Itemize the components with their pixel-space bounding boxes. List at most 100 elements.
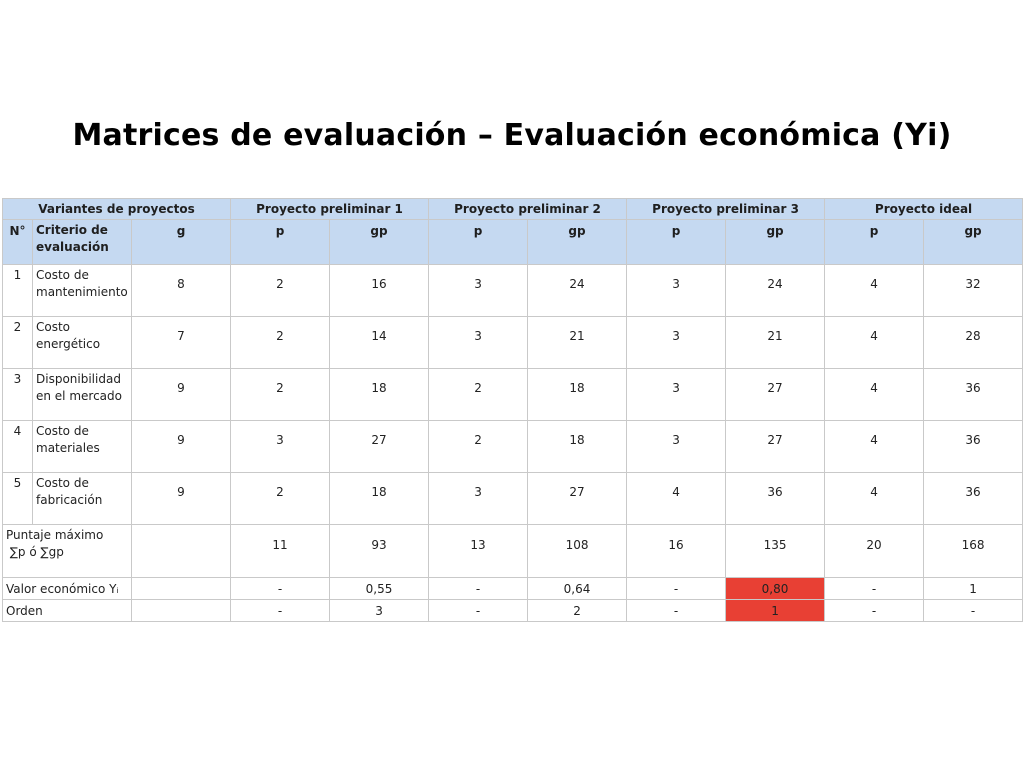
col-header-criterio: Criterio de evaluación	[32, 219, 132, 265]
value-cell: 3	[428, 472, 529, 525]
puntaje-cell: 13	[428, 524, 529, 578]
value-cell: 3	[626, 264, 727, 317]
col-header-gp: gp	[923, 219, 1024, 265]
value-cell: 18	[328, 472, 430, 525]
table-row: 1 Costo de mantenimiento 8 2 16 3 24 3 2…	[2, 264, 1024, 317]
value-cell: 36	[725, 472, 826, 525]
col-header-p: p	[428, 219, 529, 265]
value-cell: 27	[328, 420, 430, 473]
group-header-row: Variantes de proyectos Proyecto prelimin…	[2, 198, 1024, 220]
row-number: 4	[2, 420, 33, 473]
puntaje-cell: 135	[725, 524, 826, 578]
puntaje-cell: 11	[230, 524, 330, 578]
group-header-variantes: Variantes de proyectos	[2, 198, 231, 220]
row-number: 3	[2, 368, 33, 421]
value-cell: 18	[527, 368, 628, 421]
valor-cell: 0,55	[328, 577, 430, 600]
value-cell: 14	[328, 316, 430, 369]
col-header-n: N°	[2, 219, 33, 265]
orden-cell: -	[428, 599, 529, 622]
valor-cell-highlighted: 0,80	[725, 577, 826, 600]
value-cell: 18	[328, 368, 430, 421]
empty-cell	[131, 577, 231, 600]
value-cell: 36	[923, 368, 1024, 421]
value-cell: 4	[824, 264, 925, 317]
page-title: Matrices de evaluación – Evaluación econ…	[72, 118, 952, 153]
puntaje-maximo-label: Puntaje máximo ∑p ó ∑gp	[2, 524, 132, 578]
table-row: 2 Costo energético 7 2 14 3 21 3 21 4 28	[2, 316, 1024, 369]
puntaje-cell: 16	[626, 524, 727, 578]
value-cell: 4	[824, 368, 925, 421]
valor-cell: -	[428, 577, 529, 600]
orden-cell: -	[626, 599, 727, 622]
valor-cell: -	[626, 577, 727, 600]
criterio-cell: Costo de mantenimiento	[32, 264, 132, 317]
g-cell: 9	[131, 368, 231, 421]
col-header-gp: gp	[328, 219, 430, 265]
value-cell: 3	[626, 368, 727, 421]
row-number: 1	[2, 264, 33, 317]
group-header-proyecto-3: Proyecto preliminar 3	[626, 198, 826, 220]
value-cell: 4	[824, 420, 925, 473]
puntaje-maximo-row: Puntaje máximo ∑p ó ∑gp 11 93 13 108 16 …	[2, 524, 1024, 578]
value-cell: 32	[923, 264, 1024, 317]
valor-cell: -	[230, 577, 330, 600]
group-header-proyecto-1: Proyecto preliminar 1	[229, 198, 430, 220]
value-cell: 27	[527, 472, 628, 525]
value-cell: 3	[428, 316, 529, 369]
orden-cell: 3	[328, 599, 430, 622]
g-cell: 9	[131, 472, 231, 525]
value-cell: 2	[230, 316, 330, 369]
value-cell: 36	[923, 420, 1024, 473]
orden-cell: -	[230, 599, 330, 622]
valor-cell: -	[824, 577, 925, 600]
criterio-cell: Costo de materiales	[32, 420, 132, 473]
value-cell: 4	[824, 472, 925, 525]
puntaje-cell: 20	[824, 524, 925, 578]
value-cell: 2	[428, 368, 529, 421]
puntaje-label-line1: Puntaje máximo	[6, 528, 104, 542]
value-cell: 24	[527, 264, 628, 317]
value-cell: 2	[230, 472, 330, 525]
value-cell: 4	[626, 472, 727, 525]
orden-cell: 2	[527, 599, 628, 622]
group-header-proyecto-2: Proyecto preliminar 2	[428, 198, 628, 220]
criterio-cell: Costo de fabricación	[32, 472, 132, 525]
value-cell: 2	[428, 420, 529, 473]
empty-cell	[131, 599, 231, 622]
col-header-gp: gp	[725, 219, 826, 265]
col-header-p: p	[824, 219, 925, 265]
row-number: 2	[2, 316, 33, 369]
col-header-gp: gp	[527, 219, 628, 265]
empty-cell	[131, 524, 231, 578]
puntaje-cell: 93	[328, 524, 430, 578]
value-cell: 3	[626, 420, 727, 473]
value-cell: 3	[626, 316, 727, 369]
value-cell: 24	[725, 264, 826, 317]
table-row: 5 Costo de fabricación 9 2 18 3 27 4 36 …	[2, 472, 1024, 525]
criterio-cell: Costo energético	[32, 316, 132, 369]
value-cell: 16	[328, 264, 430, 317]
value-cell: 21	[527, 316, 628, 369]
valor-cell: 1	[923, 577, 1024, 600]
value-cell: 18	[527, 420, 628, 473]
value-cell: 2	[230, 264, 330, 317]
valor-economico-row: Valor económico Yᵢ - 0,55 - 0,64 - 0,80 …	[2, 577, 1024, 600]
value-cell: 27	[725, 420, 826, 473]
orden-row: Orden - 3 - 2 - 1 - -	[2, 599, 1024, 622]
value-cell: 4	[824, 316, 925, 369]
valor-economico-label: Valor económico Yᵢ	[2, 577, 132, 600]
valor-cell: 0,64	[527, 577, 628, 600]
column-header-row: N° Criterio de evaluación g p gp p gp p …	[2, 219, 1024, 265]
col-header-g: g	[131, 219, 231, 265]
value-cell: 3	[428, 264, 529, 317]
puntaje-cell: 168	[923, 524, 1024, 578]
col-header-p: p	[626, 219, 727, 265]
value-cell: 36	[923, 472, 1024, 525]
orden-label: Orden	[2, 599, 132, 622]
table-row: 4 Costo de materiales 9 3 27 2 18 3 27 4…	[2, 420, 1024, 473]
puntaje-cell: 108	[527, 524, 628, 578]
row-number: 5	[2, 472, 33, 525]
value-cell: 3	[230, 420, 330, 473]
criterio-cell: Disponibilidad en el mercado	[32, 368, 132, 421]
